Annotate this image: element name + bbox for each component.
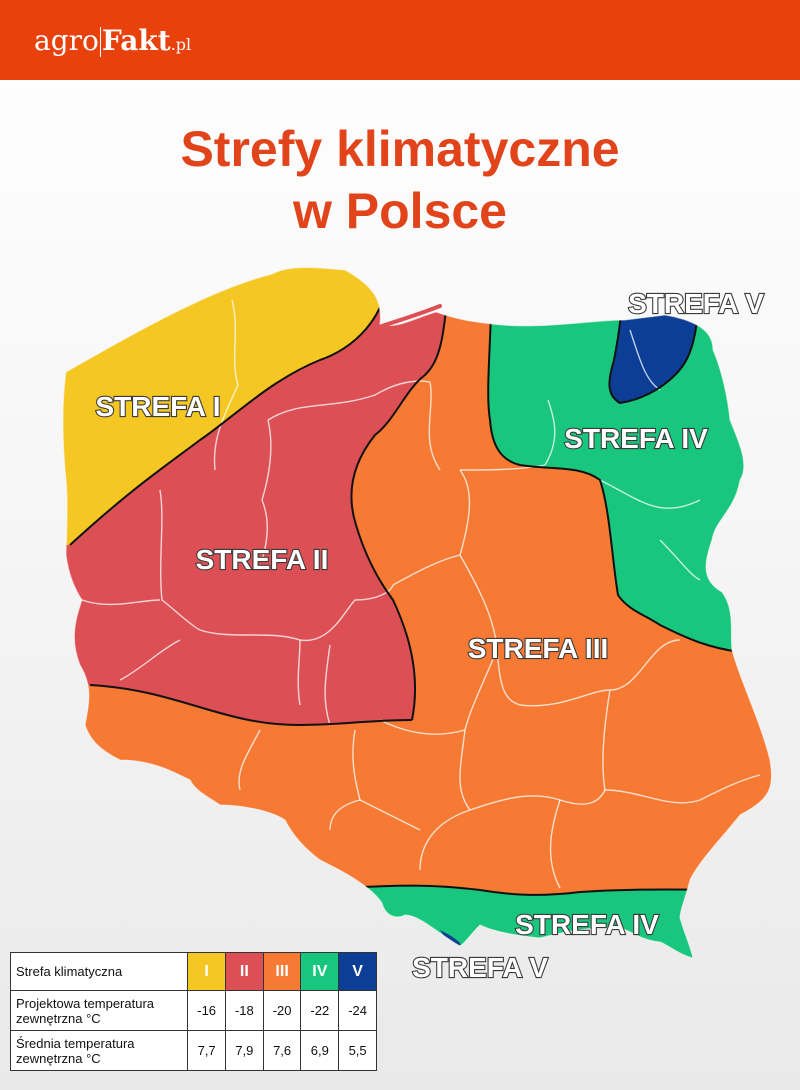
- legend-row-label-line-1: Projektowa temperatura: [16, 995, 155, 1011]
- zone-4-north-label: STREFA IV: [564, 423, 708, 454]
- zone-boundaries: [69, 267, 772, 896]
- zone-2-label: STREFA II: [196, 544, 329, 575]
- legend-zone-3-cell: III: [262, 952, 302, 991]
- legend-row-label: Średnia temperatura zewnętrzna °C: [9, 1030, 189, 1071]
- zone-3-label: STREFA III: [468, 633, 609, 664]
- legend-average-temperature-row: Średnia temperatura zewnętrzna °C 7,7 7,…: [9, 1030, 377, 1071]
- legend-value-cell: -22: [300, 990, 340, 1031]
- zone-4-south-label: STREFA IV: [515, 909, 659, 940]
- legend-value-cell: 6,9: [300, 1030, 340, 1071]
- legend-header-label: Strefa klimatyczna: [9, 952, 189, 991]
- legend-zone-2-cell: II: [225, 952, 264, 991]
- poland-climate-zones-map: STREFA I STREFA II STREFA III STREFA IV …: [62, 267, 772, 980]
- zone-regions: [63, 267, 772, 958]
- climate-zone-legend-table: Strefa klimatyczna I II III IV V Projekt…: [9, 952, 377, 1071]
- legend-value-cell: -18: [225, 990, 264, 1031]
- legend-value-cell: -20: [262, 990, 302, 1031]
- logo-text-pl: .pl: [170, 35, 192, 54]
- hel-peninsula: [380, 304, 442, 328]
- zone-2-area: [63, 267, 450, 725]
- zone-5-south-area: [440, 930, 461, 947]
- logo-text-agro: agro: [34, 24, 99, 57]
- legend-value-cell: 7,9: [225, 1030, 264, 1071]
- legend-row-label-line-1: Średnia temperatura: [16, 1035, 135, 1051]
- title-line-2: w Polsce: [293, 183, 507, 239]
- logo-text-fakt: Fakt: [101, 24, 171, 57]
- legend-row-label-line-2: zewnętrzna °C: [16, 1010, 101, 1026]
- logo-separator: [99, 27, 101, 57]
- title-line-1: Strefy klimatyczne: [180, 121, 620, 177]
- legend-value-cell: -24: [338, 990, 377, 1031]
- legend-value-cell: -16: [187, 990, 226, 1031]
- header-bar: agro Fakt.pl: [0, 0, 800, 80]
- page-title: Strefy klimatyczne w Polsce: [0, 118, 800, 242]
- zone-5-north-label: STREFA V: [628, 288, 764, 319]
- legend-zone-4-cell: IV: [300, 952, 340, 991]
- legend-value-cell: 7,7: [187, 1030, 226, 1071]
- agrofakt-logo[interactable]: agro Fakt.pl: [34, 24, 191, 62]
- legend-row-label: Projektowa temperatura zewnętrzna °C: [9, 990, 189, 1031]
- zone-5-south-label: STREFA V: [412, 952, 548, 980]
- legend-row-label-line-2: zewnętrzna °C: [16, 1050, 101, 1066]
- legend-design-temperature-row: Projektowa temperatura zewnętrzna °C -16…: [9, 990, 377, 1031]
- legend-value-cell: 7,6: [262, 1030, 302, 1071]
- poland-outline: [62, 267, 772, 959]
- legend-zone-5-cell: V: [338, 952, 377, 991]
- legend-value-cell: 5,5: [338, 1030, 377, 1071]
- zone-1-label: STREFA I: [96, 391, 221, 422]
- legend-header-row: Strefa klimatyczna I II III IV V: [9, 952, 377, 991]
- province-borders: [81, 299, 761, 889]
- legend-zone-1-cell: I: [187, 952, 226, 991]
